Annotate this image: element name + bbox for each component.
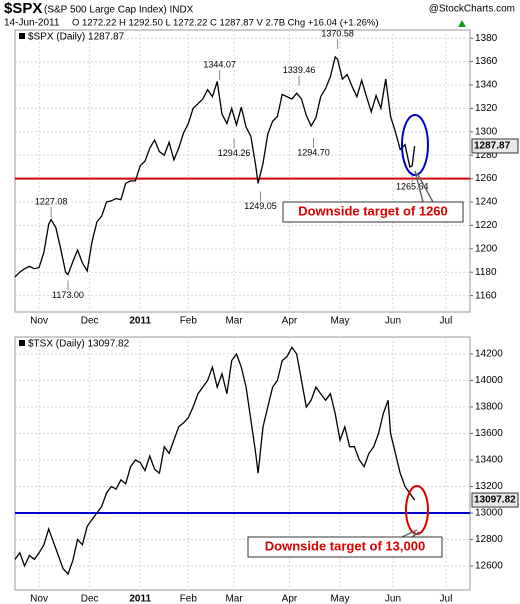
callout-arrow	[401, 529, 418, 538]
y-tick-label: 12800	[475, 534, 503, 545]
x-tick-label: Jul	[440, 594, 453, 604]
x-tick-label: Nov	[30, 316, 48, 327]
x-tick-label: Apr	[282, 316, 298, 327]
x-tick-label: Mar	[225, 594, 243, 604]
price-line	[14, 55, 416, 278]
date: 14-Jun-2011	[4, 18, 60, 29]
y-tick-label: 1280	[475, 150, 498, 161]
quote: O 1272.22 H 1292.50 L 1272.22 C 1287.87 …	[72, 18, 379, 29]
annotation: 1294.70	[297, 147, 330, 157]
x-tick-label: Nov	[30, 594, 48, 604]
y-tick-label: 1220	[475, 220, 498, 231]
y-tick-label: 1160	[475, 290, 497, 301]
legend-label: $SPX (Daily) 1287.87	[28, 32, 125, 43]
y-tick-label: 1200	[475, 243, 498, 254]
legend-swatch	[19, 340, 25, 346]
x-tick-label: 2011	[129, 316, 151, 327]
y-tick-label: 1180	[475, 267, 497, 278]
annotation: 1339.46	[283, 65, 316, 75]
last-price-tag	[471, 138, 519, 154]
y-tick-label: 1360	[475, 56, 498, 67]
x-tick-label: May	[331, 594, 350, 604]
y-tick-label: 12600	[475, 561, 503, 572]
y-tick-label: 14200	[475, 349, 503, 360]
last-price-tag	[471, 492, 519, 508]
annotation: 1227.08	[35, 197, 68, 207]
index-name: (S&P 500 Large Cap Index) INDX	[44, 5, 194, 16]
annotation: 1173.00	[52, 290, 84, 300]
source: @StockCharts.com	[429, 4, 515, 15]
x-tick-label: Feb	[180, 316, 198, 327]
y-tick-label: 1320	[475, 103, 498, 114]
y-tick-label: 14000	[475, 375, 503, 386]
x-tick-label: 2011	[129, 594, 151, 604]
annotation: 1370.58	[321, 29, 354, 39]
callout-text: Downside target of 13,000	[265, 538, 425, 553]
price-line	[14, 346, 416, 576]
y-tick-label: 13600	[475, 428, 503, 439]
last-price-label: 1287.87	[474, 141, 511, 152]
plot-area	[14, 29, 471, 313]
y-tick-label: 1380	[475, 33, 498, 44]
annotation: 1265.64	[396, 181, 429, 191]
annotation: 1344.07	[203, 60, 236, 70]
y-tick-label: 1300	[475, 126, 498, 137]
x-tick-label: Jul	[440, 316, 453, 327]
annotation: 1249.05	[244, 201, 277, 211]
x-tick-label: Mar	[225, 316, 243, 327]
legend-label: $TSX (Daily) 13097.82	[28, 339, 130, 350]
legend-swatch	[19, 33, 25, 39]
callout-arrow	[416, 172, 434, 203]
y-tick-label: 13400	[475, 455, 503, 466]
highlight-ellipse	[401, 114, 429, 176]
y-tick-label: 13800	[475, 402, 503, 413]
callout-box	[247, 536, 443, 558]
callout-text: Downside target of 1260	[298, 203, 448, 218]
x-tick-label: Dec	[81, 594, 99, 604]
x-tick-label: Dec	[81, 316, 99, 327]
symbol: $SPX	[4, 0, 42, 17]
x-tick-label: Jun	[385, 594, 401, 604]
x-tick-label: Apr	[282, 594, 298, 604]
annotation: 1294.26	[218, 148, 251, 158]
y-tick-label: 1340	[475, 80, 498, 91]
callout-arrow	[414, 170, 424, 203]
x-tick-label: Jun	[385, 316, 401, 327]
y-tick-label: 1260	[475, 173, 498, 184]
up-arrow	[458, 20, 466, 27]
callout-arrow	[411, 531, 420, 538]
y-tick-label: 1240	[475, 197, 498, 208]
x-tick-label: Feb	[180, 594, 198, 604]
x-tick-label: May	[331, 316, 350, 327]
last-price-label: 13097.82	[474, 495, 516, 506]
callout-box	[282, 201, 464, 223]
y-tick-label: 13000	[475, 508, 503, 519]
y-tick-label: 13200	[475, 481, 503, 492]
